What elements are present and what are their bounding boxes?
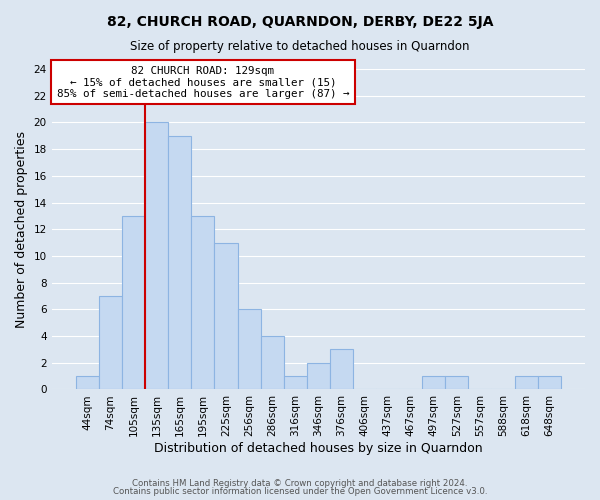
Bar — [238, 310, 260, 390]
Bar — [145, 122, 168, 390]
Bar — [214, 242, 238, 390]
Text: Contains HM Land Registry data © Crown copyright and database right 2024.: Contains HM Land Registry data © Crown c… — [132, 478, 468, 488]
Bar — [191, 216, 214, 390]
Text: 82, CHURCH ROAD, QUARNDON, DERBY, DE22 5JA: 82, CHURCH ROAD, QUARNDON, DERBY, DE22 5… — [107, 15, 493, 29]
Bar — [284, 376, 307, 390]
Bar — [422, 376, 445, 390]
Y-axis label: Number of detached properties: Number of detached properties — [15, 130, 28, 328]
Bar — [330, 350, 353, 390]
Bar — [260, 336, 284, 390]
Text: 82 CHURCH ROAD: 129sqm
← 15% of detached houses are smaller (15)
85% of semi-det: 82 CHURCH ROAD: 129sqm ← 15% of detached… — [56, 66, 349, 99]
Bar — [538, 376, 561, 390]
Bar — [445, 376, 469, 390]
Bar — [515, 376, 538, 390]
Bar — [122, 216, 145, 390]
X-axis label: Distribution of detached houses by size in Quarndon: Distribution of detached houses by size … — [154, 442, 482, 455]
Bar — [76, 376, 99, 390]
Bar — [99, 296, 122, 390]
Text: Size of property relative to detached houses in Quarndon: Size of property relative to detached ho… — [130, 40, 470, 53]
Bar — [307, 363, 330, 390]
Text: Contains public sector information licensed under the Open Government Licence v3: Contains public sector information licen… — [113, 487, 487, 496]
Bar — [168, 136, 191, 390]
